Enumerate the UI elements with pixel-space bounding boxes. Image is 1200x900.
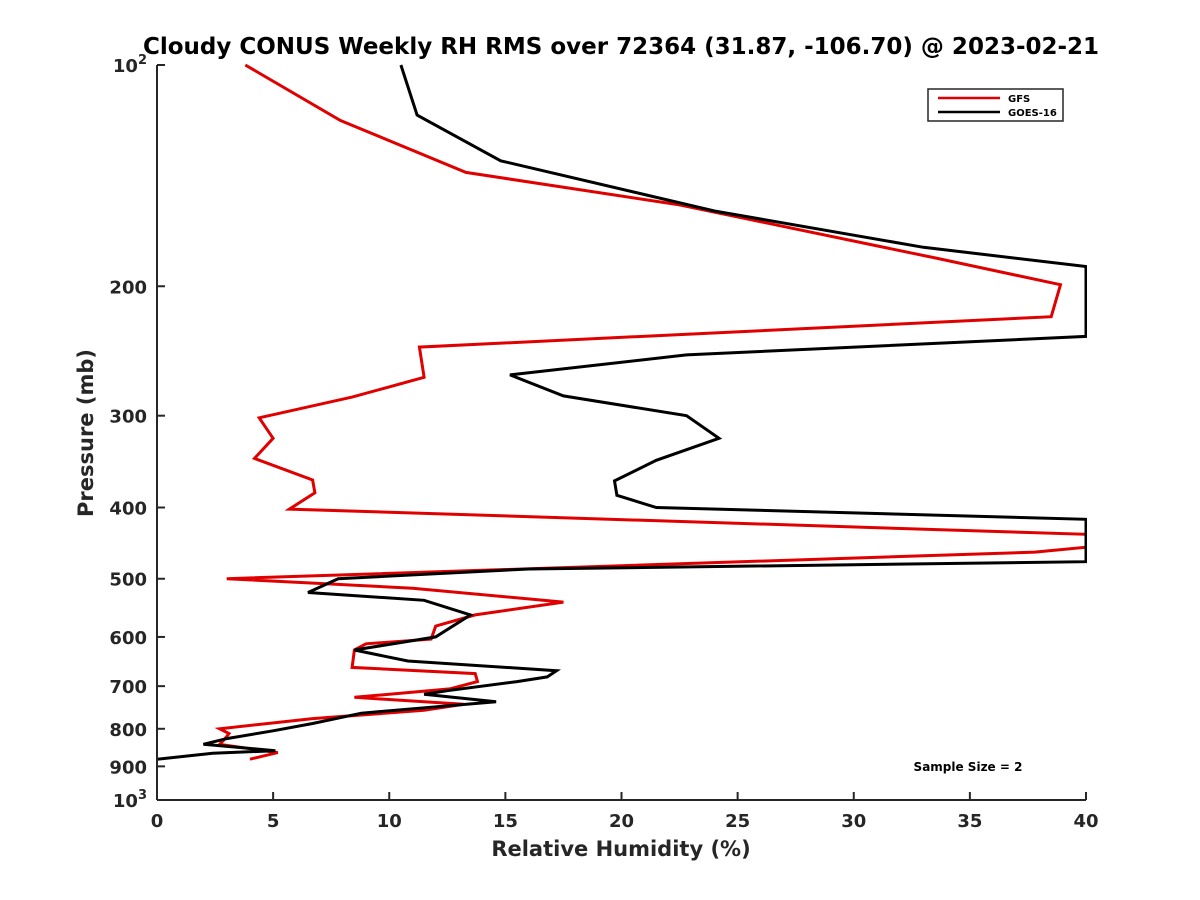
x-tick-label: 25 xyxy=(725,811,750,832)
legend-box xyxy=(927,88,1064,122)
sample-size-annotation: Sample Size = 2 xyxy=(914,760,1023,774)
x-tick-label: 35 xyxy=(957,811,982,832)
x-tick-label: 0 xyxy=(151,811,164,832)
y-tick-label: 800 xyxy=(109,720,147,741)
x-tick-label: 5 xyxy=(267,811,280,832)
legend: GFS GOES-16 xyxy=(927,88,1064,122)
y-tick-label: 400 xyxy=(109,499,147,520)
x-tick-label: 30 xyxy=(841,811,866,832)
x-axis-label: Relative Humidity (%) xyxy=(491,837,750,861)
y-tick-label: 103 xyxy=(113,788,147,812)
series-layer xyxy=(157,63,1087,761)
y-tick-label: 500 xyxy=(109,570,147,591)
y-tick-label: 900 xyxy=(109,757,147,778)
x-tick-label: 15 xyxy=(493,811,518,832)
y-axis-label: Pressure (mb) xyxy=(74,349,98,517)
chart-title: Cloudy CONUS Weekly RH RMS over 72364 (3… xyxy=(143,34,1099,60)
x-tick-label: 20 xyxy=(609,811,634,832)
y-tick-label: 102 xyxy=(113,53,147,77)
legend-label: GOES-16 xyxy=(1008,108,1057,119)
y-tick-label: 700 xyxy=(109,677,147,698)
y-tick-label: 200 xyxy=(109,277,147,298)
series-line-gfs xyxy=(214,63,1087,761)
y-tick-label: 300 xyxy=(109,407,147,428)
series-line-goes-16 xyxy=(157,64,1087,761)
x-tick-label: 10 xyxy=(377,811,402,832)
x-tick-label: 40 xyxy=(1073,811,1098,832)
legend-label: GFS xyxy=(1008,94,1030,105)
x-ticks: 0 5 10 15 20 25 30 35 40 xyxy=(151,792,1099,832)
y-ticks: 102 200 300 400 500 600 700 800 900 103 xyxy=(109,53,165,812)
y-tick-label: 600 xyxy=(109,628,147,649)
